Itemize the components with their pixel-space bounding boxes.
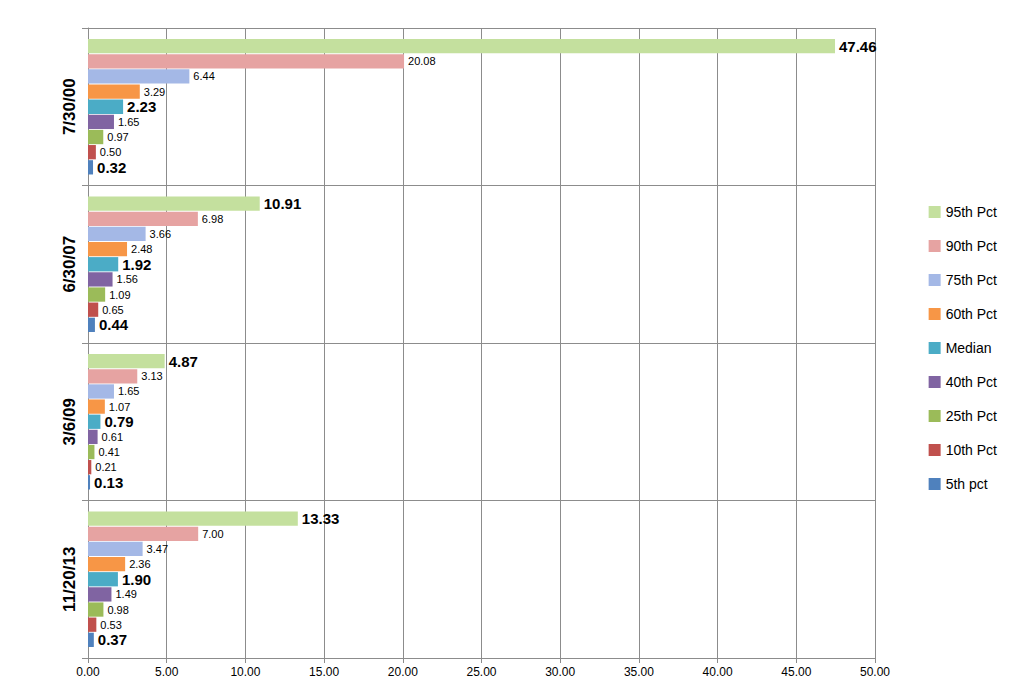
svg-text:3.66: 3.66 [150, 228, 171, 240]
svg-text:1.49: 1.49 [115, 588, 136, 600]
svg-text:3.47: 3.47 [147, 543, 168, 555]
svg-text:0.50: 0.50 [100, 146, 121, 158]
svg-text:35.00: 35.00 [624, 665, 654, 679]
svg-text:6.98: 6.98 [202, 213, 223, 225]
svg-text:60th Pct: 60th Pct [946, 306, 997, 322]
svg-text:11/20/13: 11/20/13 [60, 547, 79, 612]
svg-text:1.07: 1.07 [109, 401, 130, 413]
svg-text:1.65: 1.65 [118, 385, 139, 397]
svg-text:2.23: 2.23 [127, 98, 156, 115]
svg-text:0.97: 0.97 [107, 131, 128, 143]
svg-text:20.00: 20.00 [388, 665, 418, 679]
svg-text:45.00: 45.00 [781, 665, 811, 679]
svg-text:0.44: 0.44 [99, 316, 129, 333]
svg-text:6/30/07: 6/30/07 [60, 236, 79, 293]
svg-text:40.00: 40.00 [703, 665, 733, 679]
svg-text:3.13: 3.13 [141, 370, 162, 382]
svg-text:3.29: 3.29 [144, 86, 165, 98]
svg-text:4.87: 4.87 [169, 353, 198, 370]
svg-text:15.00: 15.00 [309, 665, 339, 679]
svg-text:10th Pct: 10th Pct [946, 442, 997, 458]
svg-text:0.98: 0.98 [107, 604, 128, 616]
svg-text:30.00: 30.00 [545, 665, 575, 679]
svg-text:0.65: 0.65 [102, 304, 123, 316]
svg-text:0.32: 0.32 [97, 159, 126, 176]
svg-text:10.00: 10.00 [230, 665, 260, 679]
svg-text:1.90: 1.90 [122, 571, 151, 588]
svg-text:0.79: 0.79 [104, 413, 133, 430]
svg-text:13.33: 13.33 [302, 510, 340, 527]
svg-text:0.37: 0.37 [98, 631, 127, 648]
svg-text:90th Pct: 90th Pct [946, 238, 997, 254]
svg-text:0.00: 0.00 [76, 665, 100, 679]
svg-text:0.13: 0.13 [94, 474, 123, 491]
svg-text:7.00: 7.00 [202, 528, 223, 540]
svg-text:1.92: 1.92 [122, 256, 151, 273]
svg-text:0.21: 0.21 [95, 461, 116, 473]
svg-text:1.09: 1.09 [109, 289, 130, 301]
svg-text:0.41: 0.41 [98, 446, 119, 458]
svg-text:75th Pct: 75th Pct [946, 272, 997, 288]
svg-text:20.08: 20.08 [408, 55, 436, 67]
svg-text:5.00: 5.00 [155, 665, 179, 679]
svg-text:0.61: 0.61 [102, 431, 123, 443]
svg-text:Median: Median [946, 340, 992, 356]
svg-text:50.00: 50.00 [860, 665, 890, 679]
svg-text:1.56: 1.56 [117, 273, 138, 285]
svg-text:2.36: 2.36 [129, 558, 150, 570]
svg-text:10.91: 10.91 [264, 195, 302, 212]
svg-text:1.65: 1.65 [118, 116, 139, 128]
svg-text:0.53: 0.53 [100, 619, 121, 631]
svg-text:40th Pct: 40th Pct [946, 374, 997, 390]
svg-text:3/6/09: 3/6/09 [60, 398, 79, 445]
svg-text:95th Pct: 95th Pct [946, 204, 997, 220]
svg-text:2.48: 2.48 [131, 243, 152, 255]
svg-text:5th pct: 5th pct [946, 476, 988, 492]
svg-text:25.00: 25.00 [466, 665, 496, 679]
svg-text:25th Pct: 25th Pct [946, 408, 997, 424]
svg-text:6.44: 6.44 [193, 70, 214, 82]
svg-text:7/30/00: 7/30/00 [60, 78, 79, 135]
svg-text:47.46: 47.46 [839, 38, 877, 55]
